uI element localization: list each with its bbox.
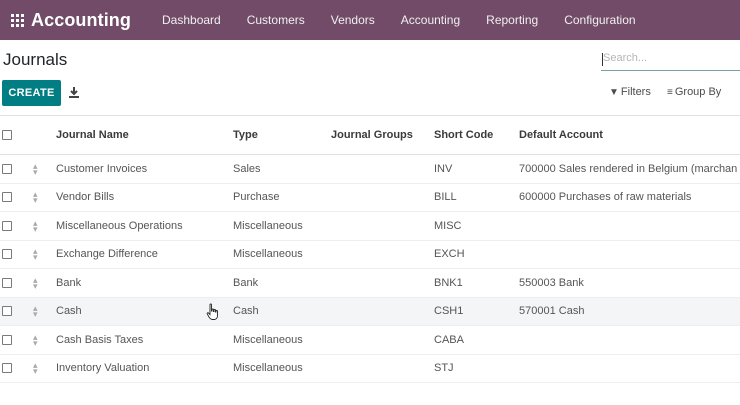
cell-short-code: STJ (434, 362, 454, 375)
cell-default-account: 600000 Purchases of raw materials (519, 191, 692, 204)
filters-button[interactable]: ▼ Filters (609, 86, 651, 98)
cell-type: Miscellaneous (233, 333, 303, 346)
top-navbar: Accounting Dashboard Customers Vendors A… (0, 0, 740, 40)
row-checkbox[interactable] (2, 363, 12, 374)
cell-short-code: INV (434, 162, 453, 175)
column-journal-groups[interactable]: Journal Groups (331, 129, 413, 141)
cell-type: Miscellaneous (233, 362, 303, 375)
drag-handle-icon[interactable]: ▴ ▾ (33, 248, 38, 261)
hand-cursor-icon (206, 303, 218, 320)
row-checkbox[interactable] (2, 163, 12, 174)
app-title[interactable]: Accounting (31, 9, 131, 30)
cell-journal-name: Bank (56, 276, 82, 289)
cell-default-account: 550003 Bank (519, 276, 584, 289)
list-icon: ≡ (667, 87, 673, 98)
table-row[interactable]: ▴ ▾ Miscellaneous Operations Miscellaneou… (0, 212, 740, 241)
table-header: Journal Name Type Journal Groups Short C… (0, 116, 740, 155)
control-panel: Journals Search... CREATE ▼ Filters ≡ Grou… (0, 40, 740, 116)
select-all-checkbox[interactable] (2, 130, 12, 140)
table-row[interactable]: ▴ ▾ Bank Bank BNK1 550003 Bank (0, 269, 740, 298)
drag-handle-icon[interactable]: ▴ ▾ (33, 191, 38, 204)
table-row[interactable]: ▴ ▾ Vendor Bills Purchase BILL 600000 Pur… (0, 184, 740, 212)
groupby-label: Group By (674, 86, 722, 98)
drag-handle-icon[interactable]: ▴ ▾ (33, 276, 38, 289)
column-default-account[interactable]: Default Account (519, 129, 603, 141)
cell-type: Miscellaneous (233, 248, 303, 261)
filters-label: Filters (620, 86, 651, 98)
cell-default-account: 570001 Cash (519, 305, 585, 318)
row-checkbox[interactable] (2, 249, 12, 260)
cell-journal-name: Cash Basis Taxes (56, 333, 144, 346)
cell-short-code: MISC (434, 219, 462, 232)
nav-reporting[interactable]: Reporting (486, 13, 539, 27)
page-title: Journals (3, 50, 68, 69)
nav-vendors[interactable]: Vendors (330, 13, 375, 27)
row-checkbox[interactable] (2, 220, 12, 231)
column-journal-name[interactable]: Journal Name (56, 129, 129, 141)
nav-accounting[interactable]: Accounting (400, 13, 461, 27)
row-checkbox[interactable] (2, 192, 12, 203)
drag-handle-icon[interactable]: ▴ ▾ (33, 333, 38, 346)
grid-icon (10, 13, 24, 27)
cell-short-code: EXCH (434, 248, 465, 261)
filter-icon: ▼ (609, 87, 619, 98)
cell-journal-name: Customer Invoices (56, 162, 148, 175)
journals-table: Journal Name Type Journal Groups Short C… (0, 116, 740, 383)
cell-type: Cash (233, 305, 259, 318)
create-button[interactable]: CREATE (2, 80, 61, 106)
cell-short-code: BNK1 (434, 276, 463, 289)
select-all-cell (0, 130, 27, 140)
cell-journal-name: Inventory Valuation (56, 362, 150, 375)
row-checkbox[interactable] (2, 277, 12, 288)
cell-journal-name: Miscellaneous Operations (56, 219, 183, 232)
nav-configuration[interactable]: Configuration (564, 13, 636, 27)
column-type[interactable]: Type (233, 129, 258, 141)
drag-handle-icon[interactable]: ▴ ▾ (33, 219, 38, 232)
cell-journal-name: Exchange Difference (56, 248, 158, 261)
table-row[interactable]: ▴ ▾ Exchange Difference Miscellaneous EXC… (0, 241, 740, 269)
cell-type: Bank (233, 276, 259, 289)
row-checkbox[interactable] (2, 334, 12, 345)
cell-default-account: 700000 Sales rendered in Belgium (marcha… (519, 162, 738, 175)
cell-type: Purchase (233, 191, 280, 204)
table-row[interactable]: ▴ ▾ Inventory Valuation Miscellaneous STJ (0, 355, 740, 383)
download-icon[interactable] (68, 86, 80, 99)
drag-handle-icon[interactable]: ▴ ▾ (33, 362, 38, 375)
table-row[interactable]: ▴ ▾ Cash Cash CSH1 570001 Cash (0, 297, 740, 326)
cell-type: Miscellaneous (233, 219, 303, 232)
row-checkbox[interactable] (2, 306, 12, 317)
groupby-button[interactable]: ≡ Group By (667, 86, 721, 98)
cell-short-code: CSH1 (434, 305, 464, 318)
nav-customers[interactable]: Customers (246, 13, 305, 27)
column-short-code[interactable]: Short Code (434, 129, 494, 141)
cell-journal-name: Cash (56, 305, 82, 318)
cell-journal-name: Vendor Bills (56, 191, 115, 204)
cell-short-code: CABA (434, 333, 464, 346)
drag-handle-icon[interactable]: ▴ ▾ (33, 305, 38, 318)
table-row[interactable]: ▴ ▾ Customer Invoices Sales INV 700000 Sa… (0, 155, 740, 184)
table-row[interactable]: ▴ ▾ Cash Basis Taxes Miscellaneous CABA (0, 326, 740, 355)
search-input[interactable]: Search... (601, 49, 740, 71)
cell-short-code: BILL (434, 191, 457, 204)
nav-dashboard[interactable]: Dashboard (162, 13, 221, 27)
cell-type: Sales (233, 162, 261, 175)
apps-menu-button[interactable] (0, 0, 34, 40)
drag-handle-icon[interactable]: ▴ ▾ (33, 162, 38, 175)
